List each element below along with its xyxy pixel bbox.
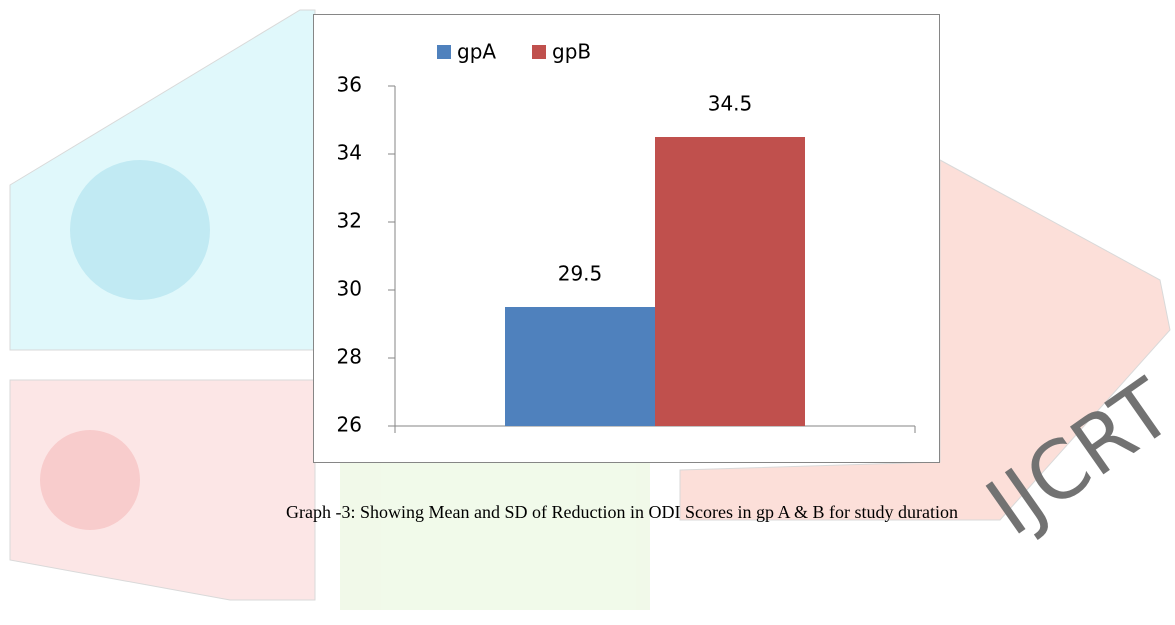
bar [655, 137, 805, 426]
legend-swatch [437, 45, 451, 59]
caption: Graph -3: Showing Mean and SD of Reducti… [286, 502, 958, 522]
y-tick-label: 28 [337, 345, 362, 369]
legend-label: gpB [552, 40, 591, 64]
legend-label: gpA [457, 40, 496, 64]
chart: IJCRT Graph -3: Showing Mean and SD of R… [0, 0, 1175, 625]
data-label: 34.5 [708, 92, 753, 116]
y-tick-label: 30 [337, 277, 362, 301]
y-tick-label: 34 [337, 141, 362, 165]
data-label: 29.5 [558, 262, 603, 286]
bar [505, 307, 655, 426]
legend-swatch [532, 45, 546, 59]
y-tick-label: 26 [337, 413, 362, 437]
page: {"chart_data": {"type": "bar", "categori… [0, 0, 1175, 625]
y-tick-label: 36 [337, 73, 362, 97]
y-tick-label: 32 [337, 209, 362, 233]
